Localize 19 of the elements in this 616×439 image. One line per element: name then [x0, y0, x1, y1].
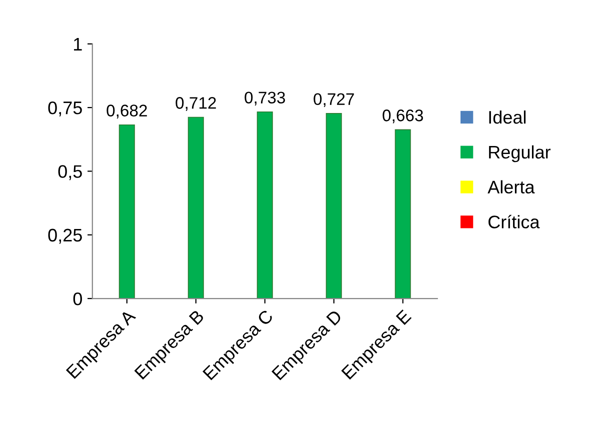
legend-label: Ideal [489, 110, 526, 124]
legend-label: Regular [489, 145, 551, 162]
bar [326, 112, 342, 299]
legend-label: Crítica [488, 214, 540, 228]
data-label: 0,663 [382, 110, 423, 124]
data-label: 0,733 [244, 92, 286, 106]
data-label: 0,712 [176, 97, 216, 111]
bar [118, 124, 135, 299]
bar [188, 116, 204, 299]
y-tick-label: 0,25 [48, 228, 82, 244]
y-tick-label: 1 [74, 38, 82, 50]
bar [394, 129, 411, 299]
legend-label: Alerta [488, 180, 535, 194]
bar [256, 111, 273, 299]
data-label: 0,682 [106, 104, 147, 118]
data-label: 0,727 [314, 93, 354, 107]
y-tick-label: 0,5 [58, 165, 82, 180]
y-tick-label: 0 [73, 292, 82, 306]
y-tick-label: 0,75 [48, 101, 82, 116]
